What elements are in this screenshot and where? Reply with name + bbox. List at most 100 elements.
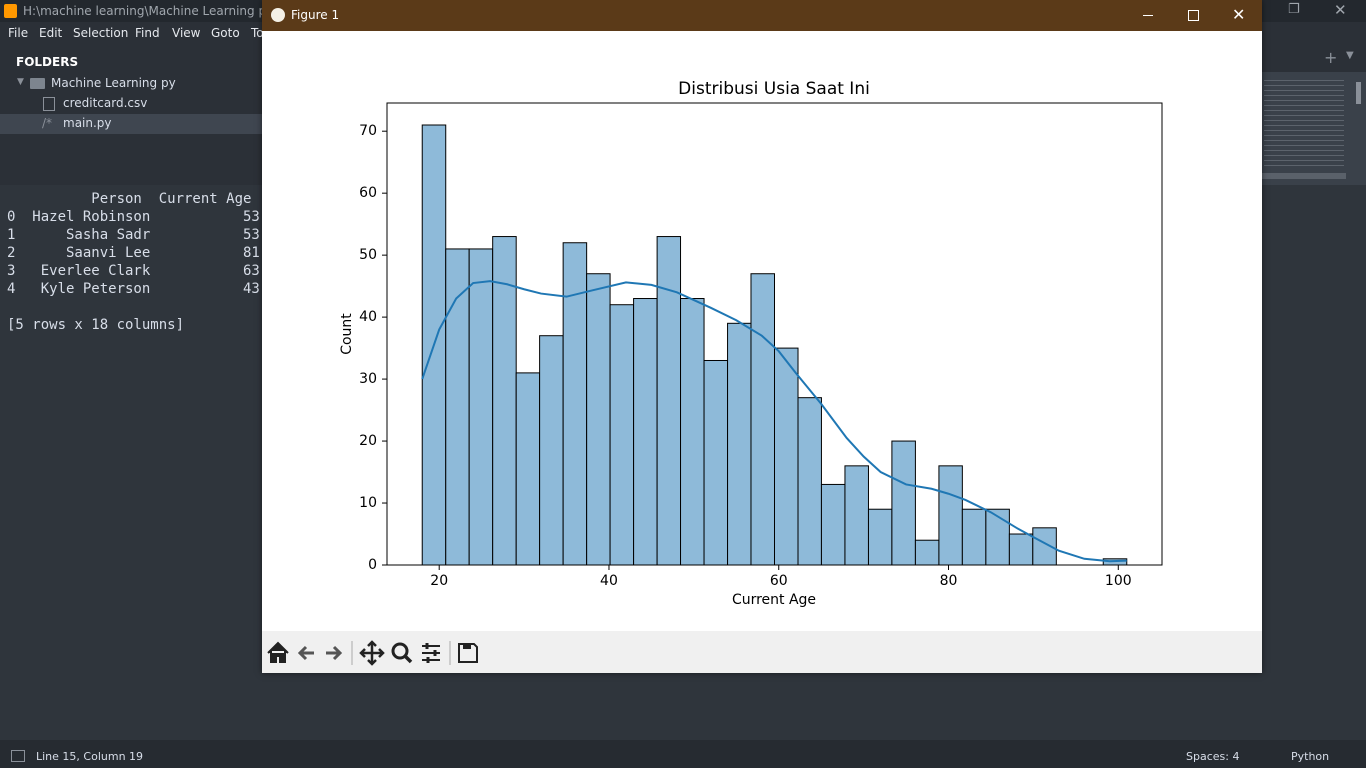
save-icon-part — [463, 644, 471, 649]
pan-button[interactable] — [359, 640, 385, 666]
y-tick-label: 30 — [359, 371, 377, 387]
y-tick-label: 0 — [368, 557, 377, 573]
h-scrollbar[interactable] — [1262, 173, 1346, 179]
folder-icon — [30, 78, 45, 89]
bar — [867, 508, 893, 566]
console-line: 4 Kyle Peterson 43 — [7, 281, 260, 297]
bar — [820, 483, 846, 566]
console-line: [5 rows x 18 columns] — [7, 317, 185, 333]
console-line: 0 Hazel Robinson 53 — [7, 209, 260, 225]
menu-item[interactable]: Goto — [211, 26, 240, 40]
figure-icon — [271, 8, 285, 22]
bar — [914, 539, 940, 566]
bar — [1008, 533, 1034, 566]
bar — [468, 248, 494, 566]
restore-button[interactable]: ❐ — [1288, 2, 1300, 17]
bar — [774, 347, 799, 566]
folder-arrow: ▼ — [17, 77, 24, 87]
minimize-button[interactable] — [1143, 15, 1153, 16]
bar — [750, 273, 775, 566]
bar — [633, 298, 658, 566]
figure-titlebar: Figure 1 ✕ — [262, 0, 1262, 31]
folder-name[interactable]: Machine Learning py — [51, 76, 176, 90]
bar — [938, 465, 963, 566]
bar — [844, 465, 869, 566]
bar — [539, 335, 564, 566]
y-tick-label: 10 — [359, 495, 377, 511]
menu-item[interactable]: Edit — [39, 26, 63, 40]
configure-button[interactable] — [422, 645, 440, 661]
chart-title: Distribusi Usia Saat Ini — [678, 79, 870, 99]
save-button[interactable] — [458, 643, 478, 663]
figure-window: Figure 1 ✕ Distribusi Usia Saat Ini Curr… — [262, 0, 1262, 673]
bar — [961, 508, 987, 566]
bar — [680, 298, 705, 566]
bar — [515, 372, 541, 566]
x-tick-label: 100 — [1105, 573, 1132, 589]
x-axis-label: Current Age — [732, 592, 816, 608]
file-name[interactable]: creditcard.csv — [63, 96, 148, 110]
bar — [727, 322, 752, 566]
console-line: 3 Everlee Clark 63 — [7, 263, 260, 279]
chart: Distribusi Usia Saat Ini Current Age Cou… — [339, 79, 1163, 608]
bar — [797, 397, 822, 566]
figure-title: Figure 1 — [291, 8, 340, 22]
figure-close[interactable]: ✕ — [1232, 5, 1246, 24]
scrollbar[interactable] — [1356, 82, 1361, 104]
zoom-button[interactable] — [391, 642, 409, 660]
minimap — [1262, 72, 1366, 185]
console-line: Person Current Age — [7, 191, 252, 207]
app-icon — [4, 4, 17, 18]
menu-item[interactable]: Find — [135, 26, 160, 40]
maximize-button[interactable] — [1188, 10, 1199, 21]
indentation[interactable]: Spaces: 4 — [1186, 750, 1240, 763]
bar — [703, 359, 729, 566]
menu-item[interactable]: View — [172, 26, 201, 40]
tab-bar: + ▼ — [1262, 44, 1366, 72]
bar — [562, 242, 588, 566]
console-line: 1 Sasha Sadr 53 — [7, 227, 260, 243]
bar — [609, 304, 635, 566]
panel-toggle[interactable] — [11, 750, 25, 762]
home-button[interactable] — [267, 641, 289, 663]
close-button[interactable]: ✕ — [1334, 1, 1347, 19]
back-button[interactable] — [297, 645, 314, 661]
active-file-row — [0, 114, 262, 134]
sidebar: FOLDERS ▼ Machine Learning py creditcard… — [0, 44, 262, 185]
forward-button[interactable] — [326, 645, 343, 661]
bar — [586, 273, 611, 566]
x-tick-label: 60 — [770, 573, 788, 589]
y-tick-label: 70 — [359, 123, 377, 139]
syntax[interactable]: Python — [1291, 750, 1330, 763]
minimap-lines — [1264, 80, 1344, 170]
menu-item[interactable]: Selection — [73, 26, 129, 40]
editor-title: H:\machine learning\Machine Learning py\… — [23, 4, 289, 18]
toolbar-icons — [267, 640, 478, 666]
cursor-position: Line 15, Column 19 — [36, 750, 144, 763]
console-output: Person Current Age 0 Hazel Robinson 53 1 S… — [7, 190, 260, 334]
console-line — [7, 298, 260, 316]
kde-line — [421, 280, 1127, 563]
sidebar-heading: FOLDERS — [16, 55, 79, 69]
new-tab[interactable]: + — [1324, 48, 1338, 67]
y-tick-label: 20 — [359, 433, 377, 449]
file-icon — [43, 97, 55, 111]
toolbar — [262, 631, 1262, 673]
file-name[interactable]: main.py — [63, 116, 112, 130]
menu-item[interactable]: File — [8, 26, 29, 40]
tab-menu[interactable]: ▼ — [1346, 50, 1354, 61]
status-bar: Line 15, Column 19 Spaces: 4 Python — [0, 740, 1366, 768]
y-tick-label: 50 — [359, 247, 377, 263]
zoom-handle — [403, 654, 413, 664]
x-tick-label: 20 — [430, 573, 448, 589]
bar — [891, 440, 916, 566]
x-tick-label: 40 — [600, 573, 618, 589]
axes-frame — [386, 102, 1163, 566]
console-line: 2 Saanvi Lee 81 — [7, 245, 260, 261]
bar — [985, 508, 1010, 566]
x-tick-label: 80 — [940, 573, 958, 589]
y-axis-label: Count — [339, 313, 355, 355]
y-tick-label: 40 — [359, 309, 377, 325]
file-icon: /* — [42, 116, 53, 130]
